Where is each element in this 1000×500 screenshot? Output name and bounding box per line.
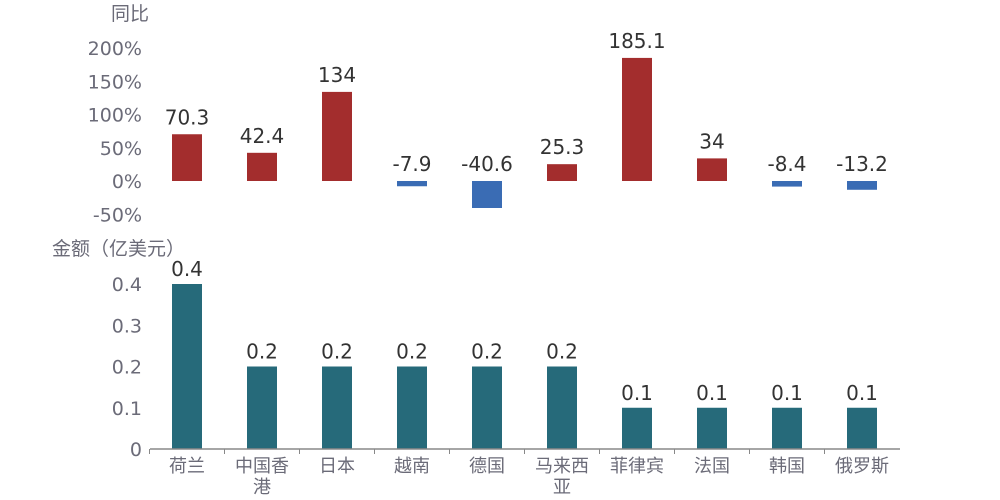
top-chart-title: 同比 — [111, 3, 149, 25]
data-label: -40.6 — [461, 152, 513, 176]
x-tick-label: 马来西 — [535, 456, 589, 477]
y-tick-label: 50% — [100, 138, 142, 160]
bar — [472, 366, 502, 449]
y-tick-label: 200% — [88, 38, 142, 60]
bar — [172, 134, 202, 181]
bar — [397, 181, 427, 187]
data-label: 0.4 — [171, 257, 203, 281]
bar — [847, 181, 877, 190]
bar — [397, 366, 427, 449]
bar — [247, 366, 277, 449]
bar — [847, 407, 877, 449]
bar — [622, 57, 652, 181]
bar — [322, 91, 352, 181]
x-tick-label: 中国香 — [235, 456, 289, 477]
y-tick-label: 100% — [88, 105, 142, 127]
yoy-chart: 200% 150% 100% 50% 0% -50% 70.3 42.4 134 -7.9 -40.… — [88, 29, 888, 226]
data-label: 0.1 — [771, 381, 803, 405]
data-label: 0.2 — [321, 340, 353, 364]
x-tick-label: 亚 — [553, 477, 571, 498]
x-tick-label: 越南 — [394, 456, 430, 477]
data-label: 34 — [699, 129, 724, 153]
y-tick-label: 0% — [112, 171, 142, 193]
bar — [547, 164, 577, 181]
x-tick-label: 日本 — [319, 456, 355, 477]
x-tick-label: 荷兰 — [169, 456, 205, 477]
data-label: 185.1 — [608, 29, 665, 53]
bottom-chart-title: 金额（亿美元） — [52, 238, 185, 260]
y-tick-label: 0.1 — [112, 398, 142, 420]
bar — [622, 407, 652, 449]
data-label: -7.9 — [392, 152, 431, 176]
x-tick-label: 韩国 — [769, 456, 805, 477]
data-label: 70.3 — [165, 105, 210, 129]
data-label: 0.2 — [471, 340, 503, 364]
bar — [322, 366, 352, 449]
data-label: 0.1 — [696, 381, 728, 405]
bar — [772, 181, 802, 187]
y-tick-label: 150% — [88, 71, 142, 93]
bar — [547, 366, 577, 449]
x-tick-label: 菲律宾 — [610, 456, 664, 477]
bar — [472, 181, 502, 208]
y-tick-label: 0 — [130, 439, 142, 461]
data-label: 0.2 — [396, 340, 428, 364]
y-tick-label: 0.3 — [112, 315, 142, 337]
bar — [697, 158, 727, 181]
bar — [697, 407, 727, 449]
x-tick-label: 法国 — [694, 456, 730, 477]
data-label: 0.1 — [621, 381, 653, 405]
data-label: -8.4 — [767, 152, 806, 176]
y-tick-label: 0.2 — [112, 357, 142, 379]
data-label: 0.2 — [246, 340, 278, 364]
data-label: 0.1 — [846, 381, 878, 405]
data-label: 134 — [318, 63, 356, 87]
x-tick-label: 俄罗斯 — [835, 456, 889, 477]
bar — [772, 407, 802, 449]
data-label: 42.4 — [240, 124, 285, 148]
bar — [172, 284, 202, 449]
data-label: 25.3 — [540, 135, 585, 159]
y-tick-label: -50% — [93, 204, 142, 226]
x-tick-label: 德国 — [469, 456, 505, 477]
x-tick-label: 港 — [253, 477, 271, 498]
data-label: -13.2 — [836, 152, 888, 176]
y-tick-label: 0.4 — [112, 274, 142, 296]
data-label: 0.2 — [546, 340, 578, 364]
bar — [247, 152, 277, 181]
